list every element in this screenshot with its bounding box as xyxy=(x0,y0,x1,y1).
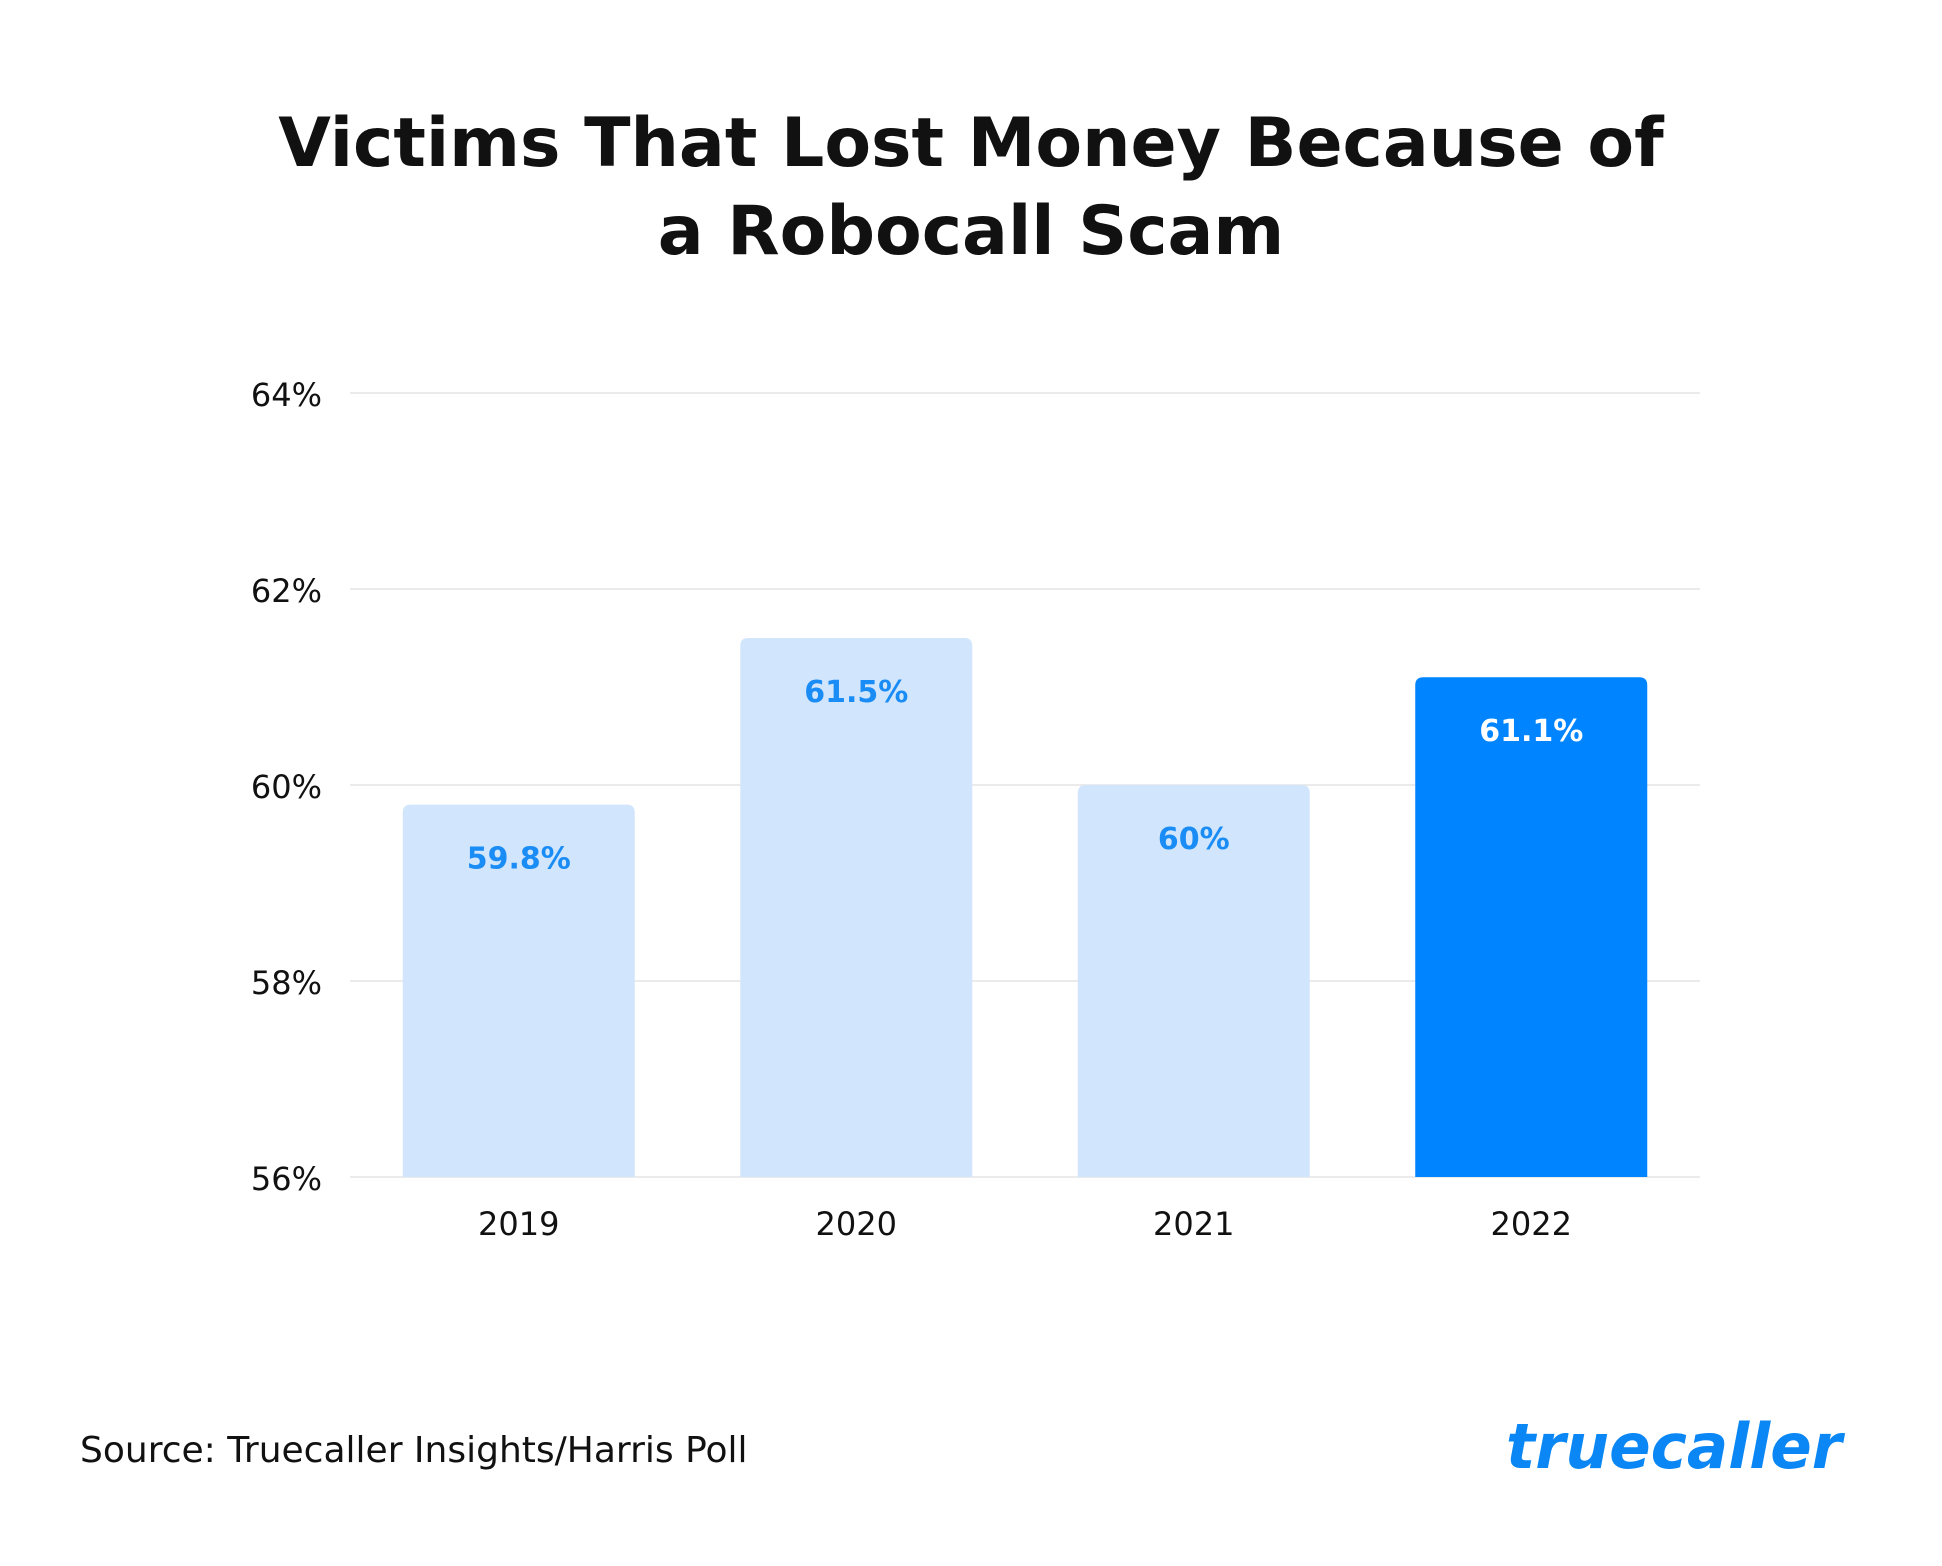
logo-text: truecaller xyxy=(1506,1410,1845,1483)
bar-2022 xyxy=(1415,677,1648,1177)
chart-title-line-1: Victims That Lost Money Because of xyxy=(278,104,1664,183)
y-tick-label: 60% xyxy=(251,768,322,806)
bar-2019 xyxy=(402,804,635,1177)
bars xyxy=(402,638,1648,1177)
bar-2021 xyxy=(1077,785,1310,1177)
value-label-2022: 61.1% xyxy=(1479,714,1583,749)
chart-title-line-2: a Robocall Scam xyxy=(657,192,1285,271)
truecaller-logo: truecaller xyxy=(1506,1410,1845,1483)
x-tick-label-2021: 2021 xyxy=(1153,1205,1234,1243)
bar-2020 xyxy=(740,638,973,1177)
chart-title: Victims That Lost Money Because of a Rob… xyxy=(0,100,1942,276)
x-tick-label-2020: 2020 xyxy=(816,1205,897,1243)
value-label-2019: 59.8% xyxy=(467,842,571,877)
source-note: Source: Truecaller Insights/Harris Poll xyxy=(80,1430,748,1471)
bar-chart: 56%58%60%62%64% 59.8%61.5%60%61.1% 2019 2… xyxy=(251,376,1700,1243)
value-labels: 59.8% 61.5% 60% 61.1% xyxy=(467,675,1584,877)
x-tick-label-2019: 2019 xyxy=(478,1205,559,1243)
value-label-2021: 60% xyxy=(1158,822,1230,857)
y-tick-label: 64% xyxy=(251,376,322,414)
x-tick-label-2022: 2022 xyxy=(1491,1205,1572,1243)
value-label-2020: 61.5% xyxy=(804,675,908,710)
y-axis-ticks: 56% 58% 60% 62% 64% xyxy=(251,376,322,1198)
y-tick-label: 62% xyxy=(251,572,322,610)
y-tick-label: 58% xyxy=(251,964,322,1002)
x-axis-ticks: 2019 2020 2021 2022 xyxy=(478,1205,1572,1243)
y-tick-label: 56% xyxy=(251,1160,322,1198)
